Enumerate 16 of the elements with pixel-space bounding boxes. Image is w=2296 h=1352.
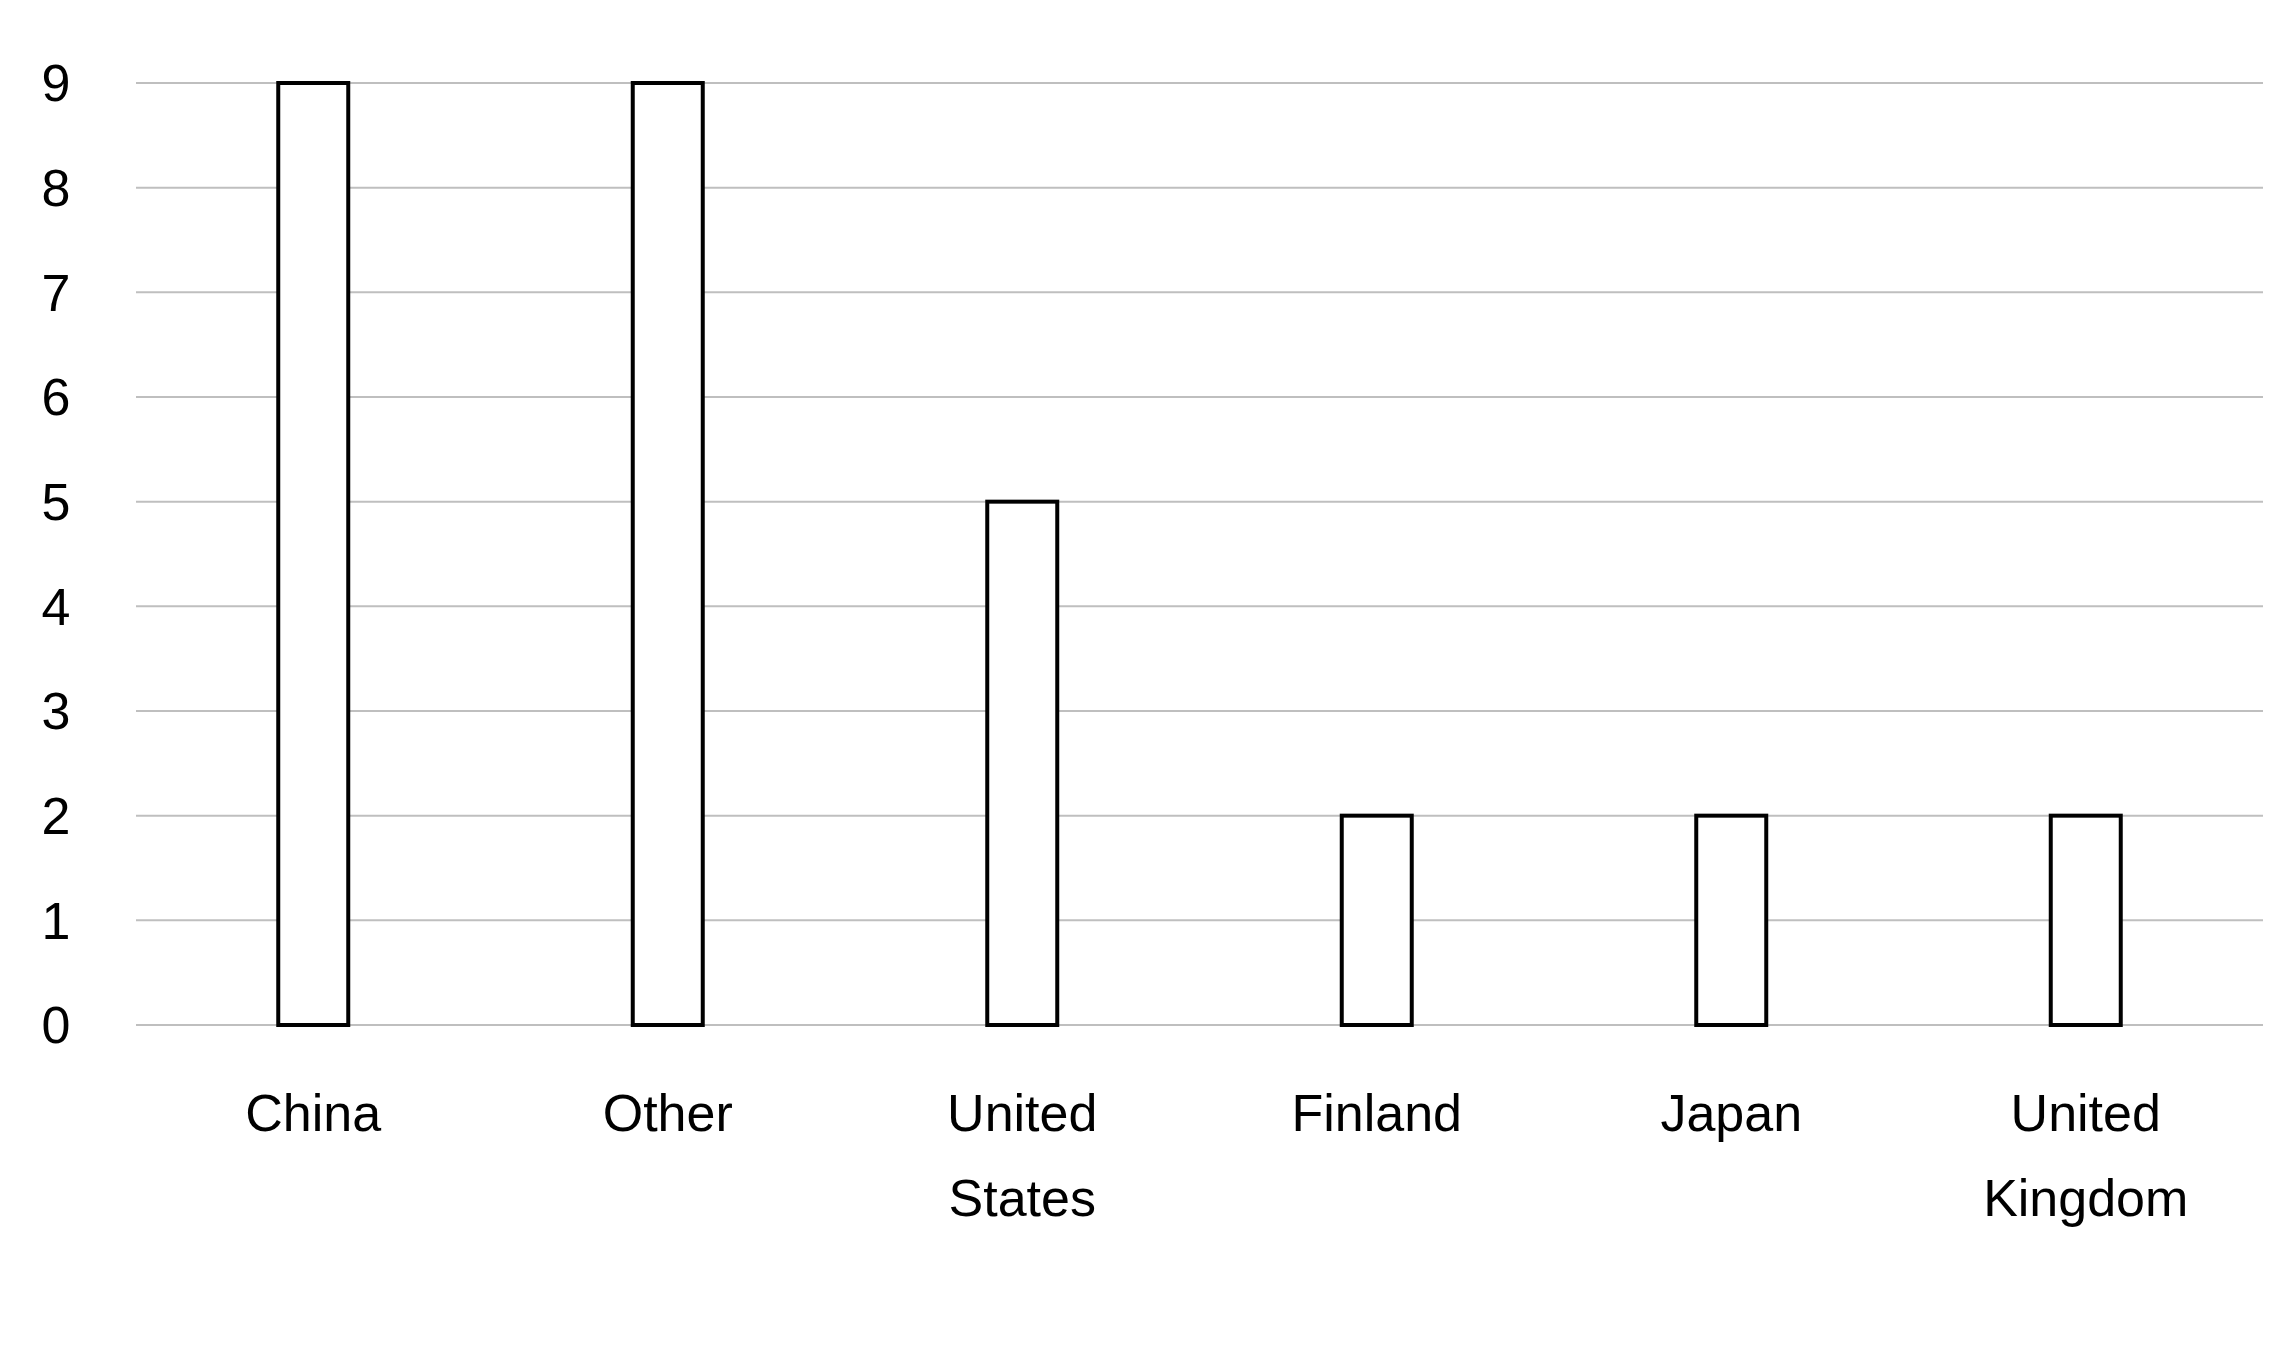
x-tick-label: Japan — [1660, 1084, 1803, 1143]
y-tick-label: 7 — [41, 263, 71, 322]
y-tick-label: 6 — [41, 368, 71, 427]
y-tick-label: 1 — [41, 891, 71, 950]
x-tick-label: Other — [602, 1084, 733, 1143]
x-tick-label: United Kingdom — [1983, 1084, 2189, 1228]
y-tick-label: 4 — [41, 577, 71, 636]
x-tick-label: United States — [947, 1084, 1098, 1228]
y-tick-label: 9 — [41, 54, 71, 113]
y-tick-label: 2 — [41, 786, 71, 845]
y-tick-label: 3 — [41, 682, 71, 741]
y-tick-label: 8 — [41, 158, 71, 217]
y-tick-label: 0 — [41, 996, 71, 1055]
x-tick-label: China — [245, 1084, 382, 1143]
y-tick-label: 5 — [41, 472, 71, 531]
x-tick-label: Finland — [1291, 1084, 1463, 1143]
